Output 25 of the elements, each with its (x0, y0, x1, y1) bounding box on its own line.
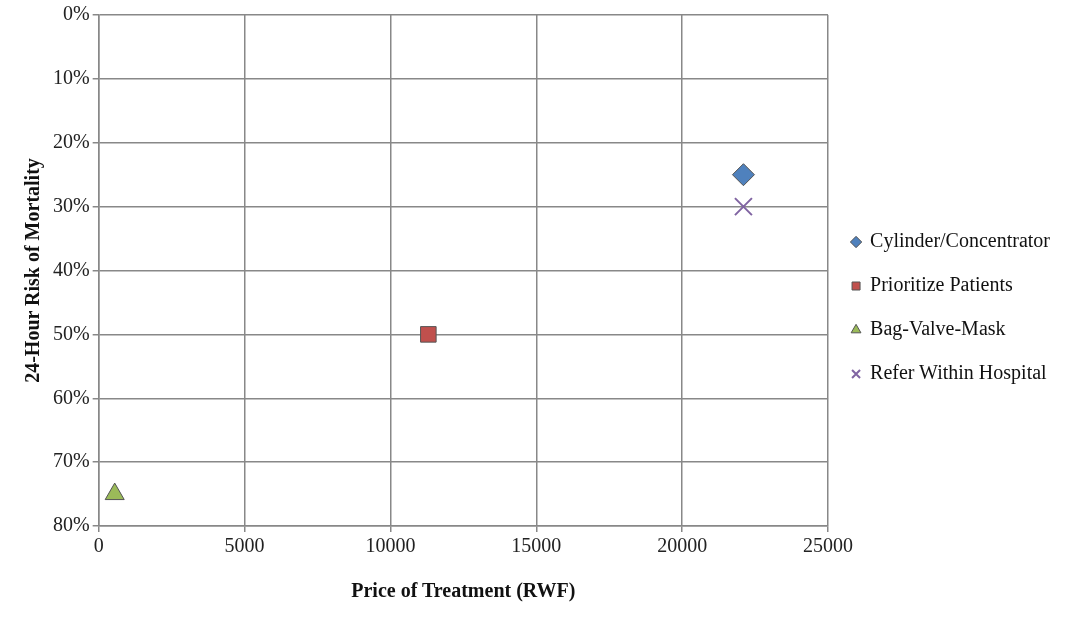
legend-label: Refer Within Hospital (870, 361, 1048, 385)
y-tick-label: 0% (62, 2, 90, 25)
x-tick-label: 25000 (803, 534, 854, 557)
point (731, 163, 755, 187)
y-tick-label: 30% (52, 193, 90, 216)
y-axis-title: 24-Hour Risk of Mortality (21, 158, 45, 383)
y-tick-label: 80% (52, 513, 90, 536)
y-tick-label: 10% (52, 66, 90, 89)
x-tick-label: 10000 (365, 534, 416, 557)
point (420, 326, 437, 343)
y-tick-label: 40% (52, 257, 90, 280)
x-tick-label: 20000 (657, 534, 708, 557)
x-tick-label: 0 (93, 534, 104, 557)
legend-label: Bag-Valve-Mask (870, 317, 1006, 341)
legend-label: Prioritize Patients (870, 273, 1014, 296)
x-tick-label: 15000 (511, 534, 562, 557)
x-axis-title: Price of Treatment (RWF) (351, 579, 576, 603)
y-tick-label: 50% (52, 321, 90, 344)
y-tick-label: 60% (52, 385, 90, 408)
point (104, 482, 125, 501)
point (733, 197, 753, 217)
y-tick-label: 20% (52, 130, 90, 152)
x-tick-label: 5000 (224, 534, 265, 557)
y-tick-label: 70% (52, 449, 90, 472)
legend-label: Cylinder/Concentrator (870, 229, 1051, 253)
